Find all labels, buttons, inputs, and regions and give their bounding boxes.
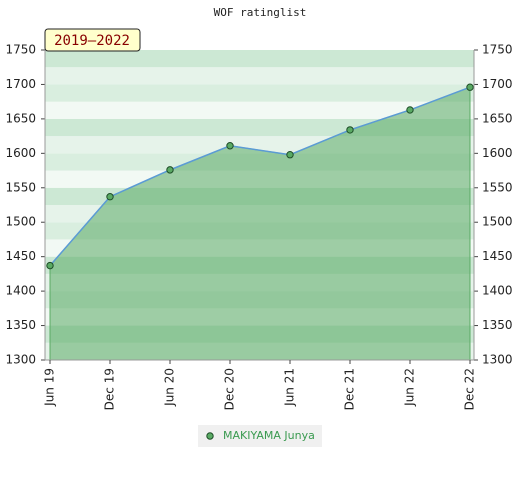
y-tick-label: 1300 [5,353,36,367]
y-tick-label: 1500 [5,215,36,229]
band [45,50,474,68]
y2-tick-label: 1600 [482,146,513,160]
y2-tick-label: 1650 [482,111,513,125]
y-tick-label: 1750 [5,43,36,57]
y-tick-label: 1350 [5,318,36,332]
x-tick-label: Jun 22 [403,368,417,407]
y2-tick-label: 1700 [482,77,513,91]
chart-title: WOF ratinglist [214,6,307,19]
y2-tick-label: 1750 [482,43,513,57]
y-tick-label: 1700 [5,77,36,91]
band [45,101,474,119]
y2-tick-label: 1400 [482,284,513,298]
y-tick-label: 1400 [5,284,36,298]
y2-tick-label: 1350 [482,318,513,332]
y-tick-label: 1450 [5,249,36,263]
marker [106,193,114,201]
x-tick-label: Jun 21 [283,368,297,407]
band [45,84,474,102]
marker [466,83,474,91]
x-tick-label: Dec 20 [223,368,237,410]
x-tick-label: Dec 19 [103,368,117,410]
legend-marker [206,432,214,440]
y-tick-label: 1650 [5,111,36,125]
y-tick-label: 1600 [5,146,36,160]
x-tick-label: Jun 19 [43,368,57,407]
plot [46,83,474,361]
x-tick-label: Dec 21 [343,368,357,410]
x-tick-label: Dec 22 [463,368,477,410]
marker [286,151,294,159]
y2-tick-label: 1550 [482,180,513,194]
marker [346,126,354,134]
y2-tick-label: 1500 [482,215,513,229]
y2-tick-label: 1450 [482,249,513,263]
marker [166,166,174,174]
marker [46,261,54,270]
x-tick-label: Jun 20 [163,368,177,407]
annotation: 2019–2022 [54,33,130,49]
legend-label: MAKIYAMA Junya [223,429,315,442]
y2-tick-label: 1300 [482,353,513,367]
y-tick-label: 1550 [5,180,36,194]
annotation-box [44,28,141,52]
legend [198,425,322,447]
line [49,86,471,267]
marker [226,142,234,150]
band [45,67,474,85]
marker [406,106,414,114]
